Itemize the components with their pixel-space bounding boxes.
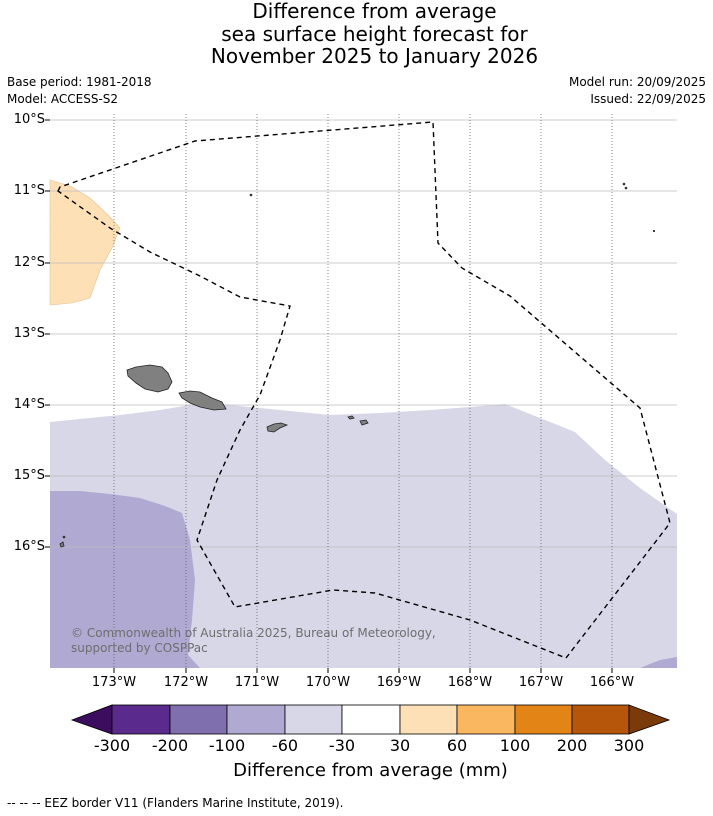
tutuila-island — [266, 422, 289, 433]
lat-label-13s: 13°S — [13, 326, 45, 341]
longitude-gridlines — [113, 114, 613, 668]
upolu-island — [178, 390, 227, 411]
colorbar-tick-300: 300 — [613, 736, 645, 755]
copyright-notice: © Commonwealth of Australia 2025, Bureau… — [71, 626, 491, 656]
colorbar-seg-60-100 — [456, 704, 516, 735]
colorbar — [70, 704, 671, 735]
colorbar-seg-neg300-neg200 — [111, 704, 171, 735]
base-period: Base period: 1981-2018 — [7, 75, 152, 89]
lon-label-172w: 172°W — [163, 675, 209, 690]
rose-atoll — [62, 535, 66, 539]
colorbar-seg-30-60 — [399, 704, 458, 735]
lon-tick-marks — [113, 668, 613, 673]
issued-date: Issued: 22/09/2025 — [590, 92, 706, 106]
meta-right: Model run: 20/09/2025 Issued: 22/09/2025 — [569, 74, 706, 108]
model-run: Model run: 20/09/2025 — [568, 75, 706, 89]
colorbar-tick-30: 30 — [389, 736, 411, 755]
model-name: Model: ACCESS-S2 — [7, 92, 119, 106]
title-line-1: Difference from average — [252, 0, 497, 23]
colorbar-seg-200-300 — [571, 704, 630, 735]
lon-label-173w: 173°W — [91, 675, 137, 690]
colorbar-tick-neg30: -30 — [328, 736, 356, 755]
colorbar-tick-neg200: -200 — [151, 736, 189, 755]
land-masses — [59, 182, 656, 548]
islet-ne-2 — [624, 186, 628, 190]
latitude-gridlines — [50, 119, 677, 548]
anomaly-region-30-60 — [49, 179, 121, 306]
colorbar-tick-neg60: -60 — [271, 736, 299, 755]
chart-title: Difference from average sea surface heig… — [0, 0, 713, 68]
lon-label-169w: 169°W — [376, 675, 422, 690]
eez-borders — [57, 121, 671, 659]
lat-label-14s: 14°S — [13, 397, 45, 412]
anomaly-region-neg100-neg60 — [50, 491, 200, 668]
colorbar-seg-100-200 — [514, 704, 573, 735]
lon-label-170w: 170°W — [305, 675, 351, 690]
savaii-island — [126, 364, 173, 393]
colorbar-seg-neg200-neg100 — [169, 704, 228, 735]
meta-left: Base period: 1981-2018 Model: ACCESS-S2 — [7, 74, 152, 108]
tau-island — [359, 419, 369, 426]
anomaly-region-neg100-neg60-corner — [640, 657, 677, 668]
swains-islet — [59, 541, 65, 548]
lat-tick-marks — [45, 119, 50, 548]
colorbar-seg-neg60-neg30 — [284, 704, 343, 735]
colorbar-tick-neg300: -300 — [93, 736, 131, 755]
copyright-text: © Commonwealth of Australia 2025, Bureau… — [71, 626, 436, 655]
colorbar-label: Difference from average (mm) — [233, 760, 508, 781]
eez-samoa — [57, 121, 671, 659]
colorbar-seg-neg100-neg60 — [226, 704, 286, 735]
lon-label-167w: 167°W — [518, 675, 564, 690]
title-line-3: November 2025 to January 2026 — [210, 44, 539, 68]
ofu-island — [347, 415, 355, 420]
lon-label-171w: 171°W — [234, 675, 280, 690]
lon-label-166w: 166°W — [589, 675, 635, 690]
northern-islet — [249, 193, 253, 197]
title-line-2: sea surface height forecast for — [221, 21, 528, 46]
lon-label-168w: 168°W — [447, 675, 493, 690]
colorbar-tick-neg100: -100 — [208, 736, 246, 755]
colorbar-tick-100: 100 — [499, 736, 531, 755]
lat-label-16s: 16°S — [13, 539, 45, 554]
islet-ne-3 — [652, 229, 656, 233]
lat-label-12s: 12°S — [13, 255, 45, 270]
colorbar-min-arrow — [70, 704, 113, 735]
colorbar-seg-neg30-30 — [341, 704, 401, 735]
colorbar-tick-60: 60 — [446, 736, 468, 755]
lat-label-11s: 11°S — [13, 183, 45, 198]
anomaly-region-neg60-neg30 — [50, 404, 677, 668]
lat-label-10s: 10°S — [13, 112, 45, 127]
eez-footnote: -- -- -- EEZ border V11 (Flanders Marine… — [7, 796, 344, 810]
lat-label-15s: 15°S — [13, 468, 45, 483]
colorbar-max-arrow — [628, 704, 671, 735]
islet-ne-1 — [622, 182, 626, 186]
colorbar-tick-200: 200 — [556, 736, 588, 755]
